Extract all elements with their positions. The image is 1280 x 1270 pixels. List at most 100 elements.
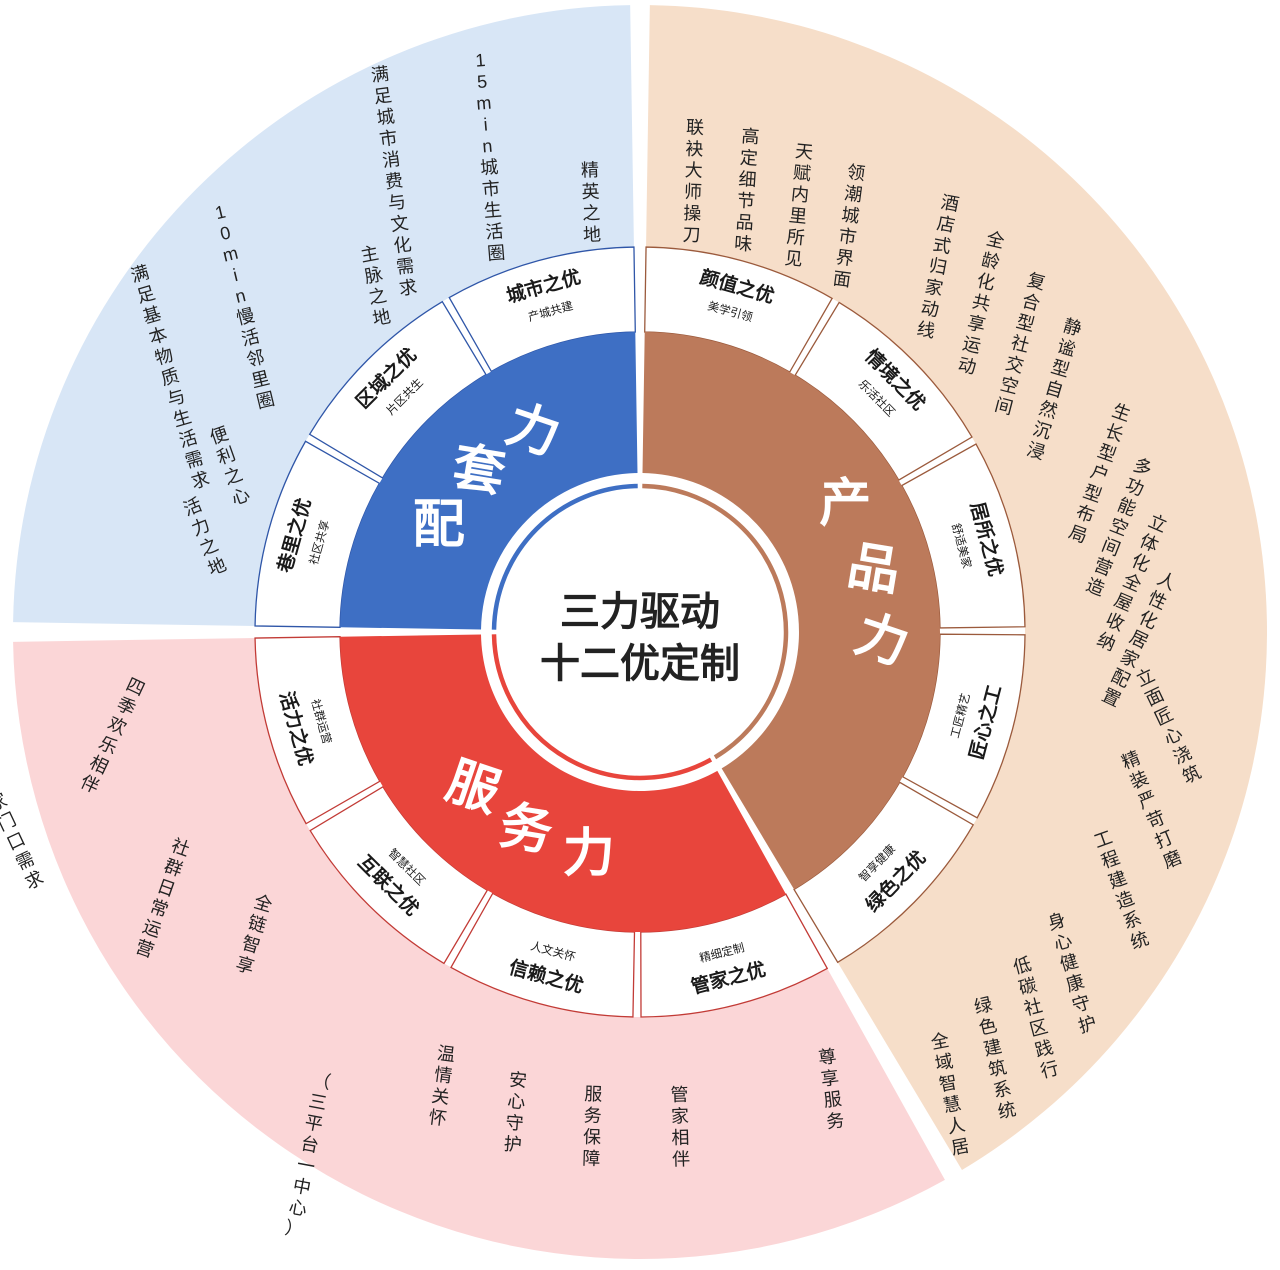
svg-text:与: 与 [387, 191, 407, 213]
svg-text:守: 守 [505, 1112, 525, 1133]
svg-text:中: 中 [291, 1175, 312, 1198]
svg-text:家: 家 [923, 276, 944, 299]
svg-text:安: 安 [508, 1070, 528, 1091]
svg-text:障: 障 [582, 1148, 601, 1169]
svg-text:高: 高 [741, 126, 760, 147]
svg-text:（: （ [311, 1070, 332, 1093]
svg-text:满: 满 [370, 64, 390, 86]
svg-text:操: 操 [683, 203, 702, 224]
svg-text:之: 之 [367, 285, 388, 308]
svg-text:市: 市 [481, 178, 501, 199]
svg-text:n: n [482, 136, 494, 157]
svg-text:味: 味 [734, 233, 753, 254]
svg-text:酒: 酒 [939, 192, 960, 215]
svg-text:师: 师 [684, 182, 703, 203]
svg-text:潮: 潮 [843, 183, 863, 205]
svg-text:节: 节 [736, 190, 755, 211]
svg-text:温: 温 [436, 1043, 456, 1065]
svg-text:主: 主 [359, 243, 380, 266]
svg-text:配: 配 [413, 496, 465, 554]
svg-text:关: 关 [430, 1086, 450, 1108]
svg-text:袂: 袂 [685, 139, 704, 160]
svg-text:大: 大 [684, 160, 703, 181]
svg-text:品: 品 [843, 537, 904, 603]
svg-text:内: 内 [790, 184, 810, 206]
svg-text:圈: 圈 [486, 243, 506, 264]
svg-text:面: 面 [832, 268, 852, 290]
svg-text:心: 心 [507, 1091, 527, 1112]
svg-text:市: 市 [378, 128, 398, 150]
svg-text:之: 之 [582, 203, 601, 224]
svg-text:服: 服 [822, 1089, 842, 1111]
svg-text:所: 所 [786, 227, 806, 249]
svg-text:生: 生 [483, 200, 503, 221]
svg-text:脉: 脉 [363, 264, 384, 287]
svg-text:地: 地 [371, 306, 392, 329]
svg-text:享: 享 [820, 1067, 840, 1089]
svg-text:地: 地 [583, 224, 602, 245]
svg-text:m: m [476, 93, 493, 114]
svg-text:里: 里 [788, 205, 808, 227]
svg-text:三力驱动: 三力驱动 [560, 590, 720, 634]
svg-text:足: 足 [373, 85, 393, 107]
svg-text:伴: 伴 [672, 1149, 691, 1169]
svg-text:店: 店 [935, 213, 956, 236]
svg-text:服: 服 [584, 1084, 603, 1105]
svg-text:活: 活 [485, 221, 505, 242]
svg-text:台: 台 [299, 1133, 320, 1156]
svg-text:式: 式 [931, 234, 952, 257]
svg-text:城: 城 [479, 157, 499, 178]
svg-text:线: 线 [915, 319, 936, 342]
svg-text:务: 务 [583, 1105, 602, 1126]
svg-text:天: 天 [794, 141, 814, 163]
svg-text:赋: 赋 [792, 162, 812, 184]
svg-text:保: 保 [583, 1127, 602, 1148]
svg-text:人: 人 [945, 1114, 966, 1137]
svg-text:尊: 尊 [817, 1046, 837, 1068]
svg-text:一: 一 [295, 1154, 316, 1177]
svg-text:化: 化 [392, 234, 412, 256]
svg-text:联: 联 [686, 117, 705, 138]
svg-text:品: 品 [735, 212, 754, 233]
svg-text:精: 精 [581, 160, 600, 181]
svg-text:归: 归 [927, 255, 948, 278]
svg-text:动: 动 [919, 297, 940, 320]
svg-text:十二优定制: 十二优定制 [540, 642, 740, 686]
svg-text:需: 需 [395, 255, 415, 277]
svg-text:城: 城 [375, 106, 395, 128]
svg-text:5: 5 [476, 71, 488, 92]
svg-text:英: 英 [581, 181, 600, 202]
svg-text:三: 三 [307, 1091, 328, 1114]
svg-text:护: 护 [503, 1134, 523, 1155]
svg-text:定: 定 [739, 148, 758, 169]
svg-text:消: 消 [381, 149, 401, 171]
svg-text:务: 务 [825, 1110, 845, 1132]
svg-text:细: 细 [738, 169, 757, 190]
svg-text:平: 平 [303, 1112, 324, 1135]
svg-text:费: 费 [384, 170, 404, 192]
svg-text:刀: 刀 [682, 225, 701, 246]
svg-text:智: 智 [937, 1072, 958, 1095]
svg-text:情: 情 [433, 1064, 453, 1086]
svg-text:相: 相 [671, 1128, 690, 1148]
svg-text:力: 力 [563, 825, 615, 883]
svg-text:文: 文 [389, 213, 409, 235]
svg-text:1: 1 [475, 50, 487, 71]
svg-text:务: 务 [496, 797, 557, 863]
svg-text:域: 域 [933, 1051, 954, 1074]
svg-text:市: 市 [837, 226, 857, 248]
svg-text:全: 全 [929, 1030, 950, 1053]
svg-text:）: ） [283, 1218, 304, 1241]
svg-text:见: 见 [784, 248, 804, 270]
svg-text:慧: 慧 [941, 1093, 962, 1116]
svg-text:界: 界 [835, 247, 855, 269]
svg-text:城: 城 [840, 204, 860, 226]
svg-text:居: 居 [950, 1135, 971, 1158]
svg-text:心: 心 [287, 1196, 308, 1219]
svg-text:领: 领 [846, 162, 866, 184]
svg-text:家: 家 [671, 1106, 690, 1126]
svg-text:管: 管 [670, 1085, 689, 1105]
svg-text:求: 求 [398, 277, 418, 299]
svg-text:怀: 怀 [428, 1107, 448, 1129]
svg-text:产: 产 [819, 475, 871, 533]
